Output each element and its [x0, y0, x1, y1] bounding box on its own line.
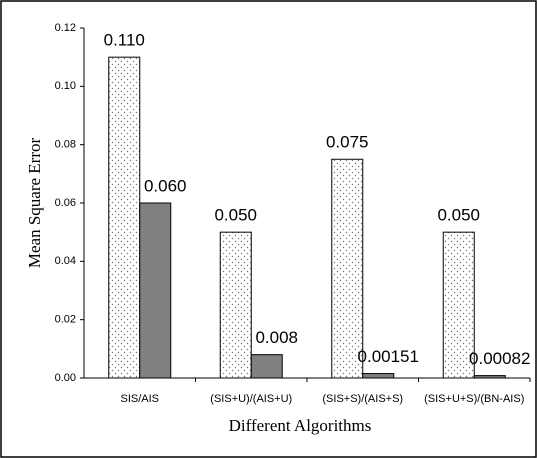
bar: [442, 231, 475, 379]
y-axis-title: Mean Square Error: [25, 138, 44, 269]
y-tick-label: 0.08: [55, 139, 76, 151]
x-tick-label: SIS/AIS: [120, 393, 159, 405]
bar: [473, 375, 506, 379]
bar: [250, 354, 283, 379]
y-tick-label: 0.02: [55, 314, 76, 326]
bar: [331, 158, 364, 379]
y-tick-label: 0.10: [55, 80, 76, 92]
value-label: 0.050: [437, 206, 480, 225]
y-tick-label: 0.00: [55, 372, 76, 384]
y-tick-label: 0.06: [55, 197, 76, 209]
value-label: 0.050: [214, 206, 257, 225]
bar: [108, 56, 141, 379]
x-tick-label: (SIS+U)/(AIS+U): [210, 393, 292, 405]
y-tick-label: 0.12: [55, 22, 76, 34]
value-label: 0.060: [144, 176, 187, 195]
value-label: 0.110: [104, 31, 145, 50]
bar: [219, 231, 252, 379]
value-label: 0.00151: [358, 347, 419, 366]
x-tick-label: (SIS+S)/(AIS+S): [322, 393, 403, 405]
y-tick-label: 0.04: [55, 255, 76, 267]
value-label: 0.00082: [469, 349, 530, 368]
value-label: 0.008: [255, 328, 298, 347]
bar: [139, 202, 172, 379]
x-tick-label: (SIS+U+S)/(BN-AIS): [424, 393, 524, 405]
x-axis-title: Different Algorithms: [229, 416, 372, 435]
value-label: 0.075: [326, 133, 369, 152]
bar: [362, 373, 395, 379]
